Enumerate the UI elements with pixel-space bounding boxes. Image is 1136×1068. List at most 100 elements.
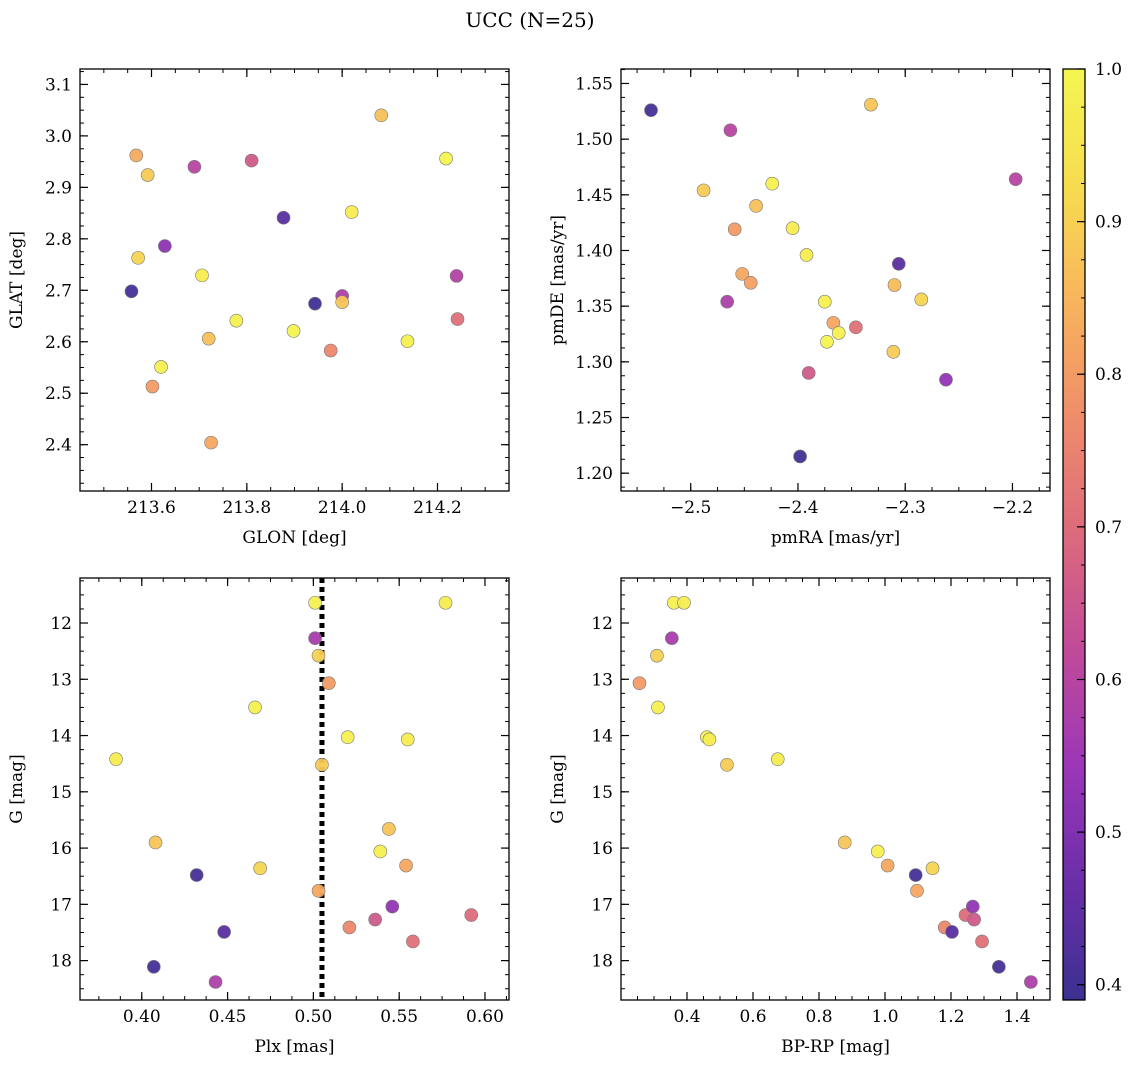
scatter-point <box>406 934 420 949</box>
y-tick-label: 18 <box>591 952 613 972</box>
colorbar-bar <box>1062 68 1086 1001</box>
scatter-point <box>770 752 785 766</box>
scatter-point <box>189 868 204 882</box>
scatter-point <box>908 868 923 882</box>
panel-1: 213.6 213.8 214.0 214.2 2.4 2.5 2.6 2.7 2.8 2.9 3.… <box>7 68 510 548</box>
x-tick-label: 0.45 <box>209 1007 247 1027</box>
scatter-point <box>1008 172 1023 187</box>
scatter-point <box>939 372 953 387</box>
y-tick-label: 13 <box>591 670 613 690</box>
scatter-point <box>129 148 144 163</box>
y-tick-label: 16 <box>50 839 72 859</box>
y-tick-label: 3.0 <box>45 127 72 147</box>
scatter-point <box>439 151 453 166</box>
y-tick-label: 1.35 <box>575 297 613 317</box>
y-tick-label: 18 <box>50 952 72 972</box>
scatter-point <box>335 295 349 309</box>
scatter-point <box>449 269 464 283</box>
scatter-point <box>696 183 711 198</box>
x-axis-label: GLON [deg] <box>242 528 346 548</box>
y-tick-label: 14 <box>50 727 72 747</box>
x-tick-label: 1.2 <box>937 1007 964 1027</box>
y-tick-label: 15 <box>50 783 72 803</box>
scatter-point <box>1024 975 1038 989</box>
scatter-point <box>374 108 389 123</box>
scatter-point <box>464 908 479 922</box>
panel-frame <box>620 68 1051 492</box>
y-tick-label: 17 <box>50 895 72 915</box>
x-tick-label: −2.3 <box>885 498 926 518</box>
scatter-point <box>315 758 329 772</box>
scatter-point <box>131 251 145 265</box>
scatter-point <box>109 752 123 766</box>
scatter-point <box>880 858 895 873</box>
x-tick-label: −2.4 <box>777 498 818 518</box>
scatter-point <box>400 334 415 349</box>
x-tick-label: 0.6 <box>739 1007 766 1027</box>
scatter-point <box>793 449 807 464</box>
scatter-point <box>140 168 155 182</box>
y-axis-label: G [mag] <box>7 754 27 823</box>
scatter-point <box>632 676 647 691</box>
scatter-point <box>322 676 336 691</box>
y-tick-label: 12 <box>50 614 72 634</box>
scatter-point <box>373 844 388 859</box>
x-tick-label: 0.50 <box>294 1007 332 1027</box>
scatter-point <box>187 159 202 174</box>
y-tick-label: 3.1 <box>45 75 72 95</box>
scatter-point <box>765 176 780 191</box>
scatter-point <box>945 925 959 939</box>
scatter-point <box>785 221 800 236</box>
colorbar-tick-label: 0.6 <box>1095 670 1122 690</box>
figure-title: UCC (N=25) <box>465 8 594 32</box>
scatter-point <box>727 222 742 237</box>
y-tick-label: 2.8 <box>45 230 72 250</box>
scatter-point <box>253 861 267 876</box>
scatter-point <box>749 199 763 213</box>
y-tick-label: 14 <box>591 727 613 747</box>
scatter-point <box>975 934 989 949</box>
x-tick-label: 213.6 <box>127 498 176 518</box>
scatter-point <box>720 758 734 772</box>
colorbar-tick-label: 0.4 <box>1095 976 1122 996</box>
scatter-point <box>925 861 940 876</box>
scatter-point <box>385 899 400 914</box>
scatter-point <box>849 320 863 335</box>
scatter-point <box>992 960 1006 974</box>
scatter-point <box>248 700 262 715</box>
colorbar-tick-label: 0.7 <box>1095 518 1122 538</box>
scatter-point <box>382 822 396 836</box>
x-axis-label: pmRA [mas/yr] <box>771 528 900 548</box>
scatter-point <box>965 899 980 914</box>
y-tick-label: 1.45 <box>575 186 613 206</box>
x-tick-label: 0.8 <box>805 1007 832 1027</box>
y-tick-label: 1.55 <box>575 74 613 94</box>
y-tick-label: 15 <box>591 783 613 803</box>
scatter-point <box>154 360 168 374</box>
y-axis-label: G [mag] <box>548 754 568 823</box>
y-tick-label: 16 <box>591 839 613 859</box>
scatter-point <box>644 103 658 117</box>
scatter-point <box>702 732 717 747</box>
panel-frame <box>79 577 510 1001</box>
scatter-point <box>323 343 338 358</box>
colorbar-tick-label: 1.0 <box>1095 60 1122 80</box>
y-tick-label: 2.6 <box>45 333 72 353</box>
scatter-point <box>910 884 924 898</box>
y-tick-label: 2.9 <box>45 178 72 198</box>
scatter-point <box>308 296 322 311</box>
scatter-point <box>837 835 852 850</box>
scatter-point <box>735 267 749 281</box>
panel-3: 0.40 0.45 0.50 0.55 0.60 12 13 14 15 16 17 18 Plx [m… <box>7 577 510 1057</box>
x-tick-label: 0.4 <box>673 1007 700 1027</box>
y-tick-label: 2.7 <box>45 281 72 301</box>
scatter-point <box>650 648 664 663</box>
y-tick-label: 12 <box>591 614 613 634</box>
y-tick-label: 2.4 <box>45 436 72 456</box>
scatter-point <box>891 257 906 271</box>
scatter-point <box>311 884 326 898</box>
panel-frame <box>79 68 510 492</box>
scatter-point <box>886 345 901 359</box>
y-tick-label: 1.50 <box>575 130 613 150</box>
